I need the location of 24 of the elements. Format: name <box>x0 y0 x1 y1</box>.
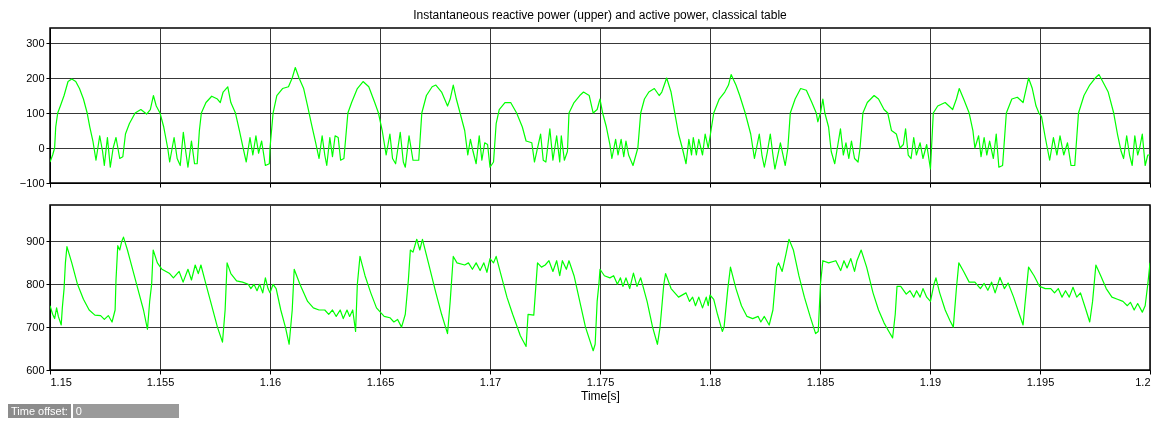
x-tick-label: 1.155 <box>146 375 175 388</box>
x-tick-label: 1.165 <box>366 375 395 388</box>
x-tick-label: 1.18 <box>699 375 722 388</box>
y-tick-label: 800 <box>26 277 45 290</box>
x-tick-label: 1.2 <box>1135 375 1151 388</box>
x-axis-title: Time[s] <box>581 388 620 403</box>
y-tick-label: −100 <box>19 176 45 189</box>
x-tick-label: 1.185 <box>806 375 835 388</box>
line-series <box>50 236 1150 352</box>
y-tick-label: 200 <box>26 71 45 84</box>
x-tick-label: 1.16 <box>259 375 282 388</box>
y-tick-label: 700 <box>26 320 45 333</box>
x-tick-label: 1.17 <box>479 375 502 388</box>
chart-title: Instantaneous reactive power (upper) and active power, classical table <box>413 8 788 22</box>
line-series <box>50 66 1150 170</box>
x-tick-label: 1.195 <box>1026 375 1055 388</box>
x-tick-label: 1.19 <box>919 375 942 388</box>
x-tick-label: 1.15 <box>50 375 72 388</box>
y-tick-label: 900 <box>26 234 45 247</box>
y-tick-label: 0 <box>38 141 45 154</box>
y-tick-label: 600 <box>26 363 45 376</box>
x-tick-label: 1.175 <box>586 375 615 388</box>
y-tick-label: 100 <box>26 106 45 119</box>
y-tick-label: 300 <box>26 36 45 49</box>
